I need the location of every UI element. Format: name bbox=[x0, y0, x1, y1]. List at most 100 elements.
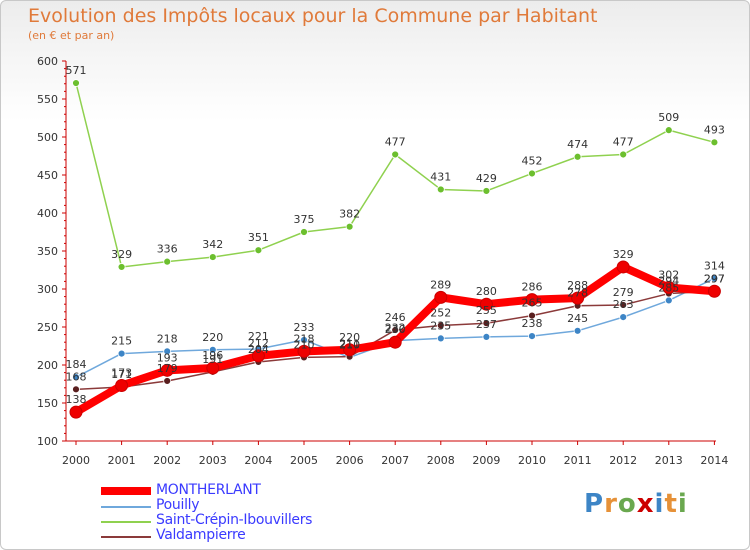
data-label-pouilly: 210 bbox=[339, 338, 360, 351]
data-point-saint-crepin-ibouvillers bbox=[391, 150, 400, 159]
data-label-valdampierre: 297 bbox=[704, 272, 725, 285]
data-label-pouilly: 263 bbox=[613, 298, 634, 311]
legend-swatch-montherlant bbox=[101, 487, 151, 495]
x-tick-label: 2006 bbox=[336, 454, 364, 467]
data-point-pouilly bbox=[573, 326, 582, 335]
data-label-montherlant: 302 bbox=[658, 268, 679, 281]
data-point-montherlant bbox=[479, 297, 493, 311]
x-tick-label: 2005 bbox=[290, 454, 318, 467]
data-point-saint-crepin-ibouvillers bbox=[72, 79, 80, 87]
series-line-saint-crepin-ibouvillers bbox=[75, 82, 716, 268]
data-label-valdampierre: 171 bbox=[111, 368, 132, 381]
data-point-montherlant bbox=[707, 284, 721, 298]
data-point-saint-crepin-ibouvillers bbox=[573, 152, 582, 161]
logo-letter: t bbox=[664, 489, 678, 519]
y-tick-label: 300 bbox=[37, 283, 58, 296]
data-point-valdampierre bbox=[436, 321, 445, 330]
x-tick-label: 2002 bbox=[153, 454, 181, 467]
data-label-montherlant: 289 bbox=[430, 278, 451, 291]
data-label-valdampierre: 278 bbox=[567, 287, 588, 300]
data-point-montherlant bbox=[69, 405, 83, 419]
data-label-saint-crepin-ibouvillers: 509 bbox=[658, 111, 679, 124]
data-point-pouilly bbox=[436, 334, 445, 343]
x-tick-label: 2007 bbox=[381, 454, 409, 467]
data-label-saint-crepin-ibouvillers: 477 bbox=[385, 135, 406, 148]
chart-subtitle: (en € et par an) bbox=[28, 29, 115, 42]
data-label-pouilly: 232 bbox=[385, 322, 406, 335]
data-label-montherlant: 138 bbox=[66, 393, 87, 406]
legend-label-valdampierre: Valdampierre bbox=[156, 527, 246, 543]
data-point-valdampierre bbox=[619, 301, 628, 309]
data-label-valdampierre: 255 bbox=[476, 304, 497, 317]
data-label-pouilly: 245 bbox=[567, 312, 588, 325]
data-point-saint-crepin-ibouvillers bbox=[710, 138, 719, 147]
data-label-pouilly: 285 bbox=[658, 281, 679, 294]
data-label-pouilly: 184 bbox=[66, 358, 87, 371]
data-label-montherlant: 212 bbox=[248, 337, 269, 350]
data-label-valdampierre: 168 bbox=[66, 370, 87, 383]
y-tick-label: 200 bbox=[37, 359, 58, 372]
y-tick-label: 550 bbox=[37, 93, 58, 106]
data-point-pouilly bbox=[163, 347, 172, 356]
x-tick-label: 2003 bbox=[199, 454, 227, 467]
data-point-montherlant bbox=[616, 260, 630, 274]
x-tick-label: 2014 bbox=[700, 454, 728, 467]
data-label-valdampierre: 204 bbox=[248, 343, 269, 356]
data-label-valdampierre: 265 bbox=[522, 297, 543, 310]
data-label-saint-crepin-ibouvillers: 336 bbox=[157, 243, 178, 256]
data-point-saint-crepin-ibouvillers bbox=[117, 263, 126, 271]
data-label-pouilly: 233 bbox=[294, 321, 315, 334]
y-tick-label: 350 bbox=[37, 245, 58, 258]
legend-swatch-saint-crepin bbox=[101, 521, 151, 523]
x-tick-label: 2012 bbox=[609, 454, 637, 467]
data-label-valdampierre: 294 bbox=[658, 275, 679, 288]
data-label-montherlant: 280 bbox=[476, 285, 497, 298]
chart-title: Evolution des Impôts locaux pour la Comm… bbox=[28, 5, 598, 27]
data-point-valdampierre bbox=[528, 311, 536, 320]
data-point-pouilly bbox=[664, 296, 673, 305]
data-label-saint-crepin-ibouvillers: 431 bbox=[430, 170, 451, 183]
x-tick-label: 2011 bbox=[564, 454, 592, 467]
data-label-montherlant: 173 bbox=[111, 367, 132, 380]
data-point-valdampierre bbox=[72, 385, 80, 394]
logo-letter: i bbox=[654, 489, 665, 519]
data-label-saint-crepin-ibouvillers: 571 bbox=[66, 64, 87, 77]
legend-label-saint-crepin: Saint-Crépin-Ibouvillers bbox=[156, 512, 313, 528]
proxiti-logo: Proxiti bbox=[584, 489, 688, 519]
x-tick-label: 2001 bbox=[108, 454, 136, 467]
y-tick-label: 500 bbox=[37, 131, 58, 144]
data-label-montherlant: 288 bbox=[567, 279, 588, 292]
data-label-montherlant: 218 bbox=[294, 332, 315, 345]
logo-letter: r bbox=[604, 489, 618, 519]
data-label-saint-crepin-ibouvillers: 351 bbox=[248, 231, 269, 244]
x-tick-label: 2000 bbox=[62, 454, 90, 467]
data-point-pouilly bbox=[619, 313, 628, 322]
data-point-pouilly bbox=[528, 332, 536, 341]
data-label-pouilly: 215 bbox=[111, 335, 132, 348]
data-point-valdampierre bbox=[391, 326, 400, 334]
data-label-valdampierre: 279 bbox=[613, 286, 634, 299]
data-point-montherlant bbox=[297, 344, 311, 358]
logo-letter: P bbox=[584, 489, 605, 519]
data-point-saint-crepin-ibouvillers bbox=[254, 246, 263, 255]
data-point-saint-crepin-ibouvillers bbox=[436, 185, 445, 194]
x-tick-label: 2010 bbox=[518, 454, 546, 467]
data-point-saint-crepin-ibouvillers bbox=[163, 257, 172, 266]
logo-letter: o bbox=[617, 489, 637, 519]
data-label-saint-crepin-ibouvillers: 477 bbox=[613, 135, 634, 148]
data-label-montherlant: 196 bbox=[202, 349, 223, 362]
data-label-pouilly: 220 bbox=[202, 331, 223, 344]
data-label-montherlant: 286 bbox=[522, 281, 543, 294]
legend-swatch-pouilly bbox=[101, 506, 151, 508]
y-tick-label: 600 bbox=[37, 55, 58, 68]
y-tick-label: 400 bbox=[37, 207, 58, 220]
data-point-saint-crepin-ibouvillers bbox=[528, 169, 536, 178]
data-point-montherlant bbox=[388, 335, 402, 349]
data-point-saint-crepin-ibouvillers bbox=[208, 253, 217, 261]
data-label-saint-crepin-ibouvillers: 429 bbox=[476, 172, 497, 185]
data-label-saint-crepin-ibouvillers: 452 bbox=[522, 154, 543, 167]
x-tick-label: 2004 bbox=[244, 454, 272, 467]
data-label-pouilly: 218 bbox=[157, 332, 178, 345]
